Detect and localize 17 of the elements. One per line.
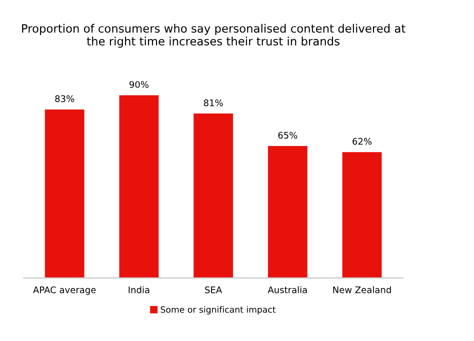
data-label: 62% xyxy=(352,138,372,145)
bar xyxy=(119,95,159,278)
chart-title: Proportion of consumers who say personalised content delivered at the right time increases their trust in brands xyxy=(22,24,406,48)
x-tick-label: APAC average xyxy=(33,286,96,295)
legend-label: Some or significant impact xyxy=(160,306,276,314)
bar xyxy=(342,152,382,278)
x-tick-label: Australia xyxy=(268,286,307,294)
bar xyxy=(268,146,308,278)
x-tick-label: SEA xyxy=(205,286,222,294)
x-tick-label: New Zealand xyxy=(333,286,391,294)
data-label: 90% xyxy=(129,81,148,88)
data-label: 81% xyxy=(204,99,223,106)
data-label: 83% xyxy=(55,95,74,102)
x-tick-label: India xyxy=(128,286,150,294)
data-label: 65% xyxy=(278,132,298,139)
bar xyxy=(44,109,84,278)
bar xyxy=(194,114,234,278)
